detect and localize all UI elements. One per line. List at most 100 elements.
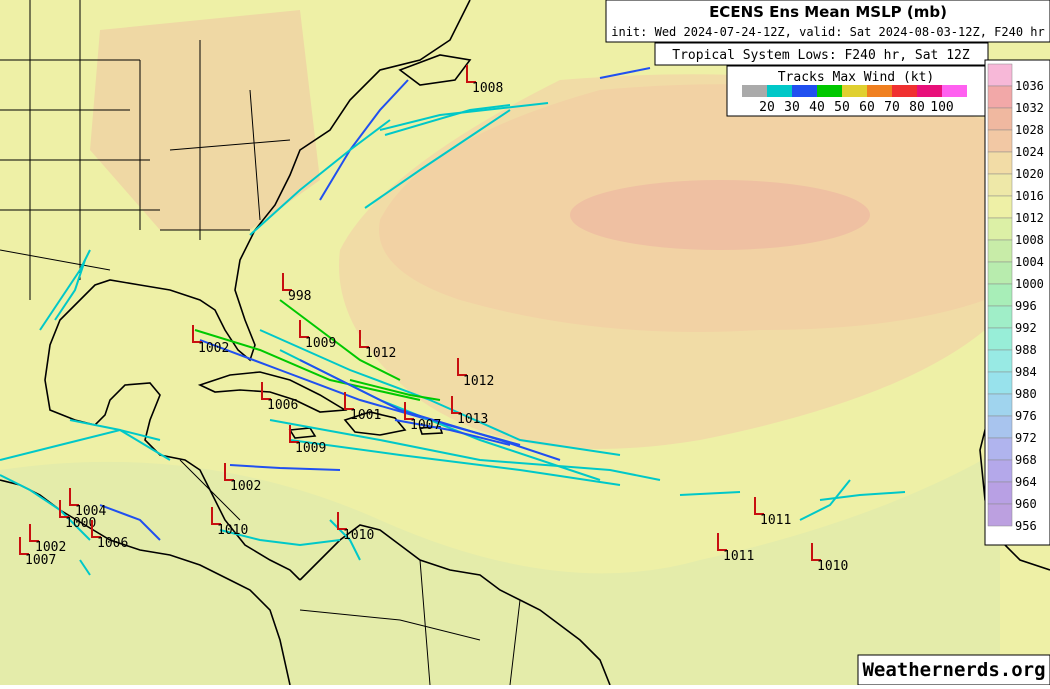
low-marker (19, 537, 29, 555)
storm-track (289, 439, 621, 486)
low-label: 1000 (65, 516, 96, 531)
legend-label: 100 (930, 100, 953, 115)
storm-track (364, 109, 511, 209)
storm-track (219, 529, 341, 547)
storm-track (679, 491, 741, 496)
storm-track (599, 67, 651, 79)
low-label: 1002 (230, 479, 261, 494)
low-marker (289, 425, 299, 443)
storm-track (279, 299, 401, 381)
tracks (0, 67, 906, 576)
legend-label: 80 (909, 100, 925, 115)
low-marker (192, 325, 202, 343)
colorbar-label: 988 (1015, 343, 1037, 357)
colorbar-cell (987, 151, 1013, 175)
title: ECENS Ens Mean MSLP (mb) (709, 3, 947, 21)
land-shade (90, 10, 320, 230)
lows-box (654, 42, 989, 66)
colorbar-cell (987, 107, 1013, 131)
legend-swatch (917, 85, 942, 97)
low-marker (359, 330, 369, 348)
colorbar-cell (987, 371, 1013, 395)
colorbar-cell (987, 393, 1013, 417)
border (0, 0, 521, 686)
low-label: 1009 (305, 336, 336, 351)
high-pressure-core (570, 180, 870, 250)
coastline (299, 524, 611, 686)
storm-track (249, 119, 391, 236)
legend-label: 60 (859, 100, 875, 115)
colorbar-cell (987, 261, 1013, 285)
low-marker (261, 382, 271, 400)
colorbar-cell (987, 173, 1013, 197)
colorbar: 1036 1032 1028 1024 1020 1016 1012 1008 1004 1000… (987, 63, 1044, 533)
storm-track (269, 419, 661, 481)
low-label: 1013 (457, 412, 488, 427)
coastline (44, 0, 471, 581)
legend-label: 30 (784, 100, 800, 115)
low-label: 1007 (410, 418, 441, 433)
storm-track (819, 491, 906, 501)
borders (0, 0, 521, 686)
subtitle: init: Wed 2024-07-24-12Z, valid: Sat 202… (611, 25, 1044, 39)
low-label: 1010 (217, 523, 248, 538)
colorbar-cell (987, 327, 1013, 351)
colorbar-label: 1012 (1015, 211, 1044, 225)
low-marker (282, 273, 292, 291)
low-label: 1001 (350, 408, 381, 423)
low-marker (717, 533, 727, 551)
low-marker (29, 524, 39, 542)
nova-scotia (398, 54, 472, 86)
storm-track (319, 79, 409, 201)
colorbar-label: 968 (1015, 453, 1037, 467)
colorbar-cell (987, 415, 1013, 439)
low-marker (59, 500, 69, 518)
colorbar-label: 1008 (1015, 233, 1044, 247)
storm-track (229, 464, 341, 471)
colorbar-cell (987, 503, 1013, 527)
watermark: Weathernerds.org (862, 659, 1045, 681)
low-label: 1009 (295, 441, 326, 456)
storm-track (384, 104, 511, 136)
low-label: 1010 (343, 528, 374, 543)
colorbar-label: 1016 (1015, 189, 1044, 203)
low-label: 1006 (97, 536, 128, 551)
storm-track (0, 428, 161, 461)
watermark-box (857, 654, 1050, 686)
colorbar-label: 1000 (1015, 277, 1044, 291)
storm-track (0, 474, 91, 541)
low-label: 1006 (267, 398, 298, 413)
colorbar-cell (987, 129, 1013, 153)
low-label: 998 (288, 289, 311, 304)
storm-track (69, 419, 171, 461)
storm-track (194, 329, 421, 401)
low-marker (91, 520, 101, 538)
colorbar-label: 964 (1015, 475, 1037, 489)
colorbar-label: 992 (1015, 321, 1037, 335)
legend-swatch (792, 85, 817, 97)
colorbar-cell (987, 63, 1013, 87)
low-label: 1004 (75, 504, 106, 519)
low-marker (404, 402, 414, 420)
low-marker (811, 543, 821, 561)
storm-track (99, 504, 161, 541)
colorbar-cell (987, 305, 1013, 329)
cuba (197, 371, 348, 413)
storm-track (79, 559, 91, 576)
legend-swatch (767, 85, 792, 97)
colorbar-label: 980 (1015, 387, 1037, 401)
low-marker (299, 320, 309, 338)
track-legend-title: Tracks Max Wind (kt) (778, 70, 935, 85)
low-label: 1002 (198, 341, 229, 356)
low-label: 1002 (35, 540, 66, 555)
colorbar-label: 996 (1015, 299, 1037, 313)
colorbar-label: 1032 (1015, 101, 1044, 115)
low-marker (211, 507, 221, 525)
legend-swatch (942, 85, 967, 97)
legend-swatch (842, 85, 867, 97)
title-box (605, 0, 1050, 43)
colorbar-label: 1004 (1015, 255, 1044, 269)
colorbar-cell (987, 217, 1013, 241)
colorbar-label: 976 (1015, 409, 1037, 423)
